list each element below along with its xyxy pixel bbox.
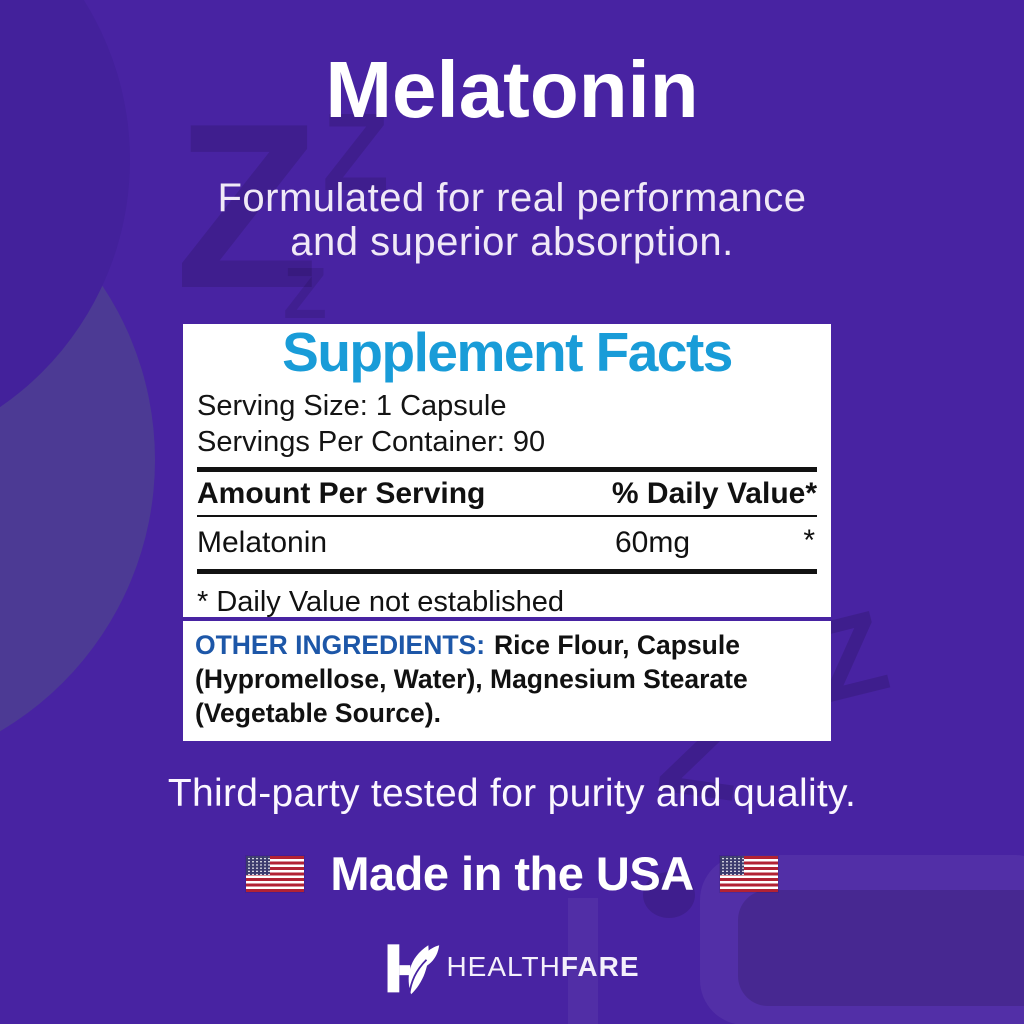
supplement-facts-panel: Supplement Facts Serving Size: 1 Capsule… bbox=[183, 316, 831, 741]
ingredient-daily-value: * bbox=[803, 523, 815, 557]
divider-thin bbox=[197, 514, 817, 517]
ingredient-name: Melatonin bbox=[197, 525, 328, 559]
ingredient-row: Melatonin 60mg * bbox=[197, 523, 817, 562]
us-flag-icon bbox=[246, 855, 305, 892]
divider-thick bbox=[197, 466, 817, 472]
brand-wordmark: HEALTHFARE bbox=[446, 951, 639, 983]
made-in-usa-row: Made in the USA bbox=[0, 846, 1024, 901]
other-ingredients-label: OTHER INGREDIENTS: bbox=[195, 630, 486, 660]
brand-word-regular: HEALTH bbox=[446, 951, 561, 982]
brand-word-bold: FARE bbox=[560, 951, 640, 982]
subtitle-line-2: and superior absorption. bbox=[290, 220, 734, 264]
daily-value-label: % Daily Value* bbox=[611, 476, 817, 510]
servings-per-container: Servings Per Container: 90 bbox=[197, 425, 546, 458]
us-flag-icon bbox=[719, 855, 778, 892]
serving-size: Serving Size: 1 Capsule bbox=[197, 389, 507, 422]
tagline: Third-party tested for purity and qualit… bbox=[167, 772, 857, 815]
made-in-usa-text: Made in the USA bbox=[330, 847, 694, 900]
us-flag-canton bbox=[246, 855, 271, 875]
divider-thick bbox=[197, 568, 817, 574]
product-subtitle: Formulated for real performance and supe… bbox=[0, 176, 1024, 264]
daily-value-footnote: * Daily Value not established bbox=[197, 585, 565, 618]
product-title: Melatonin bbox=[325, 45, 699, 134]
other-ingredients-text: Rice Flour, Capsule (Hypromellose, Water… bbox=[195, 630, 748, 728]
supplement-facts-main-box: Supplement Facts Serving Size: 1 Capsule… bbox=[183, 321, 831, 618]
supplement-facts-heading: Supplement Facts bbox=[282, 321, 733, 383]
other-ingredients-box: OTHER INGREDIENTS: Rice Flour, Capsule (H… bbox=[183, 621, 831, 741]
facts-header-row: Amount Per Serving % Daily Value* bbox=[197, 477, 817, 511]
healthfare-leaf-h-logo-icon bbox=[387, 944, 440, 995]
us-flag-canton bbox=[719, 855, 744, 875]
brand-logo: HEALTHFARE bbox=[0, 938, 1024, 996]
ingredient-amount: 60mg bbox=[615, 525, 691, 559]
subtitle-line-1: Formulated for real performance bbox=[217, 176, 807, 220]
amount-per-serving-label: Amount Per Serving bbox=[197, 476, 486, 510]
